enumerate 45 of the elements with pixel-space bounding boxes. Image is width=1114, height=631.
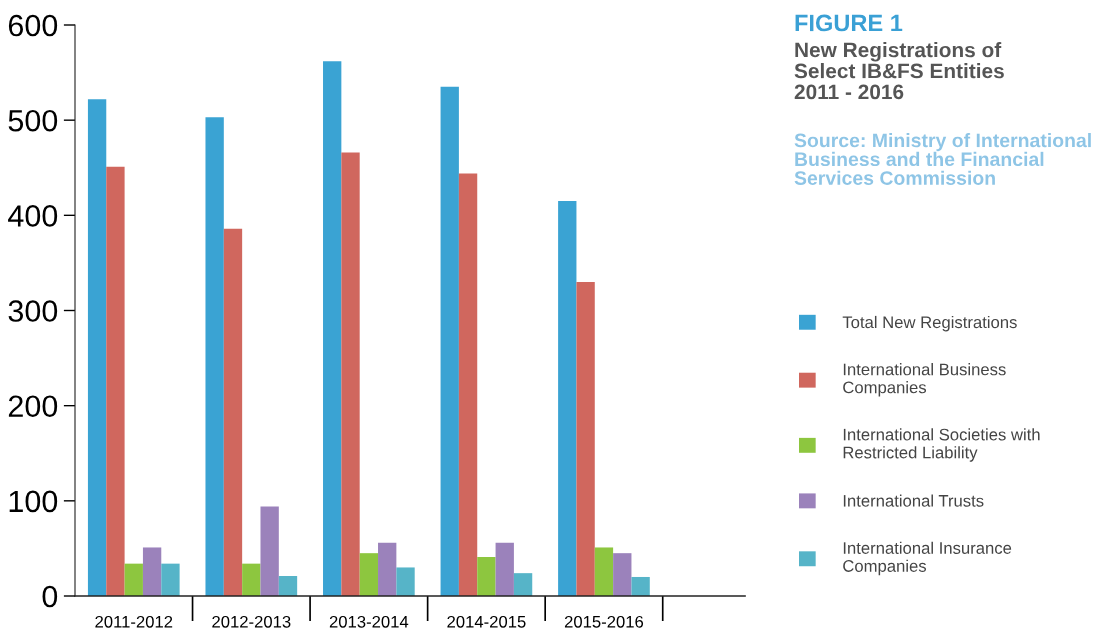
bar xyxy=(205,117,224,596)
bar xyxy=(495,542,514,596)
bar xyxy=(260,506,279,596)
x-tick-label: 2015-2016 xyxy=(564,615,644,628)
bar xyxy=(87,99,107,596)
bar xyxy=(242,563,261,596)
y-tick-label: 100 xyxy=(9,490,58,513)
bar xyxy=(161,563,180,596)
bar xyxy=(613,553,632,596)
legend-label: International Trusts xyxy=(843,494,984,507)
text: New Registrations of Select IB&FS Entities 2011 - 2016 xyxy=(794,42,1004,100)
text: FIGURE 1 xyxy=(795,14,903,32)
legend-label: Total New Registrations xyxy=(842,315,1017,332)
bar xyxy=(458,173,478,596)
legend-label: International Business Companies xyxy=(843,363,1006,397)
bar xyxy=(477,556,496,596)
bar xyxy=(631,576,650,596)
y-tick-label: 600 xyxy=(8,14,58,37)
bar xyxy=(396,567,415,596)
source-note: Source: Ministry of International Business and the Financial Services Commission xyxy=(794,133,1091,185)
legend-label: International Insurance Companies xyxy=(843,541,1012,576)
legend-label: International Societies with Restricted Liability xyxy=(843,428,1040,462)
bar xyxy=(223,228,243,596)
bar xyxy=(124,563,143,596)
x-tick-label: 2011-2012 xyxy=(95,615,173,628)
x-tick-label: 2014-2015 xyxy=(447,615,526,628)
bar xyxy=(558,201,577,596)
bar xyxy=(378,542,397,596)
bar xyxy=(440,86,459,596)
y-tick-label: 0 xyxy=(42,585,58,608)
bar xyxy=(594,547,614,596)
y-tick-label: 500 xyxy=(8,109,58,132)
bar xyxy=(341,152,360,596)
bar xyxy=(142,547,162,596)
x-tick-label: 2013-2014 xyxy=(329,615,409,628)
bar xyxy=(323,61,342,596)
bar xyxy=(359,553,379,596)
y-tick-label: 300 xyxy=(8,300,58,322)
bar xyxy=(513,573,533,596)
bar xyxy=(576,281,595,596)
y-tick-label: 400 xyxy=(8,205,58,227)
bar xyxy=(278,576,298,596)
bar xyxy=(106,166,125,596)
y-tick-label: 200 xyxy=(8,395,58,418)
x-tick-label: 2012-2013 xyxy=(212,615,291,628)
